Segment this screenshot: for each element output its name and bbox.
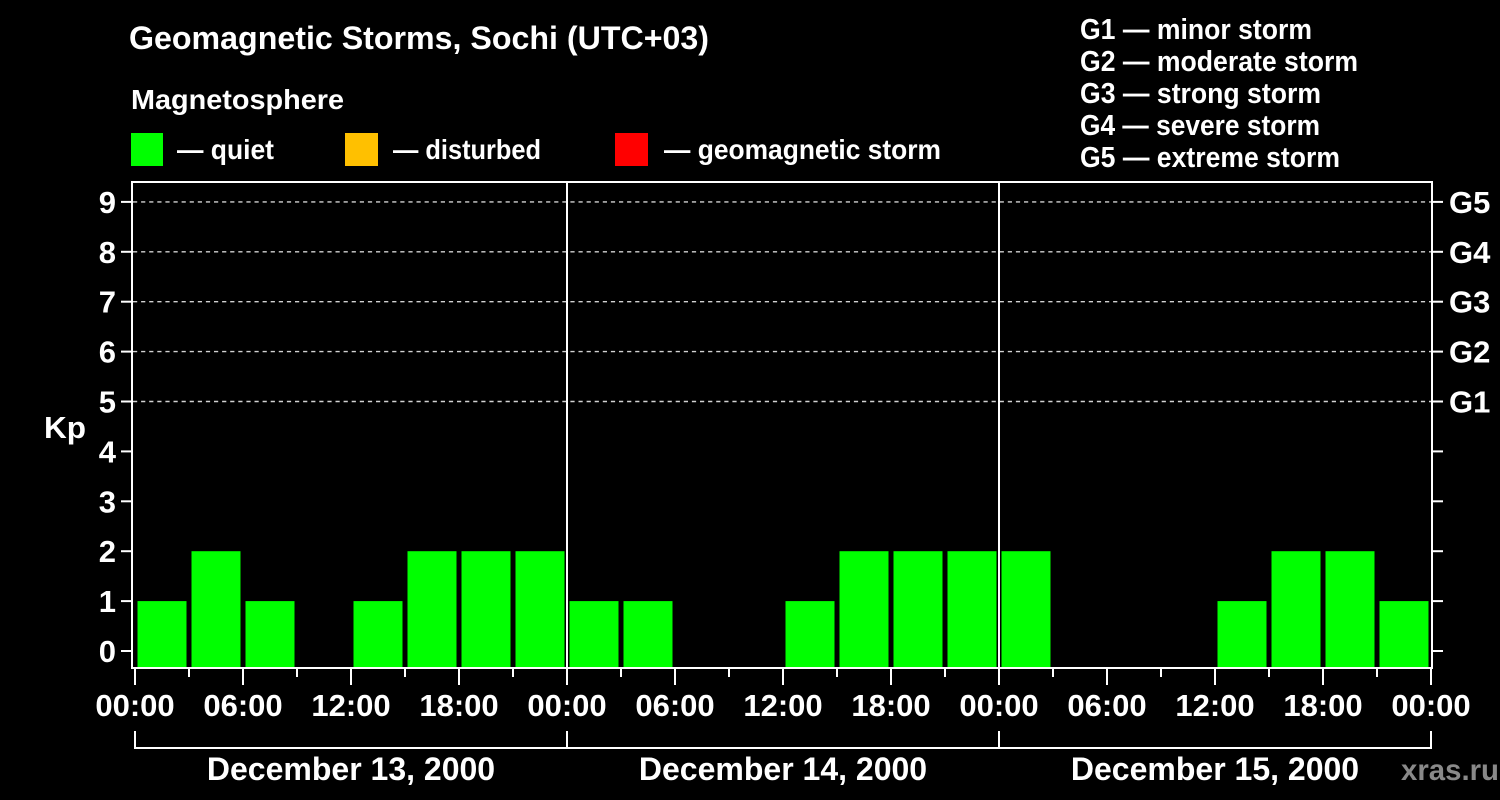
svg-text:G5: G5 [1449, 185, 1490, 220]
svg-text:7: 7 [99, 285, 116, 320]
svg-text:— geomagnetic storm: — geomagnetic storm [664, 134, 941, 165]
svg-text:2: 2 [99, 534, 116, 569]
svg-text:G2: G2 [1449, 335, 1490, 370]
svg-text:December 15, 2000: December 15, 2000 [1071, 751, 1359, 787]
svg-text:00:00: 00:00 [95, 688, 174, 723]
svg-text:G5 — extreme storm: G5 — extreme storm [1080, 142, 1340, 174]
svg-text:12:00: 12:00 [743, 688, 822, 723]
svg-text:December 13, 2000: December 13, 2000 [207, 751, 495, 787]
svg-text:18:00: 18:00 [851, 688, 930, 723]
svg-text:00:00: 00:00 [959, 688, 1038, 723]
svg-text:06:00: 06:00 [635, 688, 714, 723]
svg-text:xras.ru: xras.ru [1401, 754, 1499, 787]
svg-text:12:00: 12:00 [311, 688, 390, 723]
svg-text:G3: G3 [1449, 285, 1490, 320]
svg-text:— quiet: — quiet [177, 134, 274, 165]
svg-text:Kp: Kp [44, 410, 86, 445]
svg-text:6: 6 [99, 335, 116, 370]
svg-text:G1: G1 [1449, 385, 1490, 420]
svg-text:Geomagnetic Storms, Sochi (UTC: Geomagnetic Storms, Sochi (UTC+03) [129, 20, 709, 56]
svg-text:12:00: 12:00 [1175, 688, 1254, 723]
svg-text:G1 — minor storm: G1 — minor storm [1080, 14, 1312, 46]
svg-text:Magnetosphere: Magnetosphere [131, 84, 344, 115]
svg-text:3: 3 [99, 484, 116, 519]
svg-text:4: 4 [99, 434, 117, 469]
svg-text:December 14, 2000: December 14, 2000 [639, 751, 927, 787]
svg-text:18:00: 18:00 [419, 688, 498, 723]
svg-text:9: 9 [99, 185, 116, 220]
svg-text:G4 — severe storm: G4 — severe storm [1080, 110, 1320, 142]
svg-text:— disturbed: — disturbed [393, 134, 541, 165]
svg-text:00:00: 00:00 [1391, 688, 1470, 723]
svg-text:G2 — moderate storm: G2 — moderate storm [1080, 46, 1358, 78]
svg-text:00:00: 00:00 [527, 688, 606, 723]
svg-text:8: 8 [99, 235, 116, 270]
svg-text:06:00: 06:00 [203, 688, 282, 723]
svg-text:1: 1 [99, 584, 116, 619]
svg-text:G4: G4 [1449, 235, 1491, 270]
svg-text:G3 — strong storm: G3 — strong storm [1080, 78, 1321, 110]
svg-text:18:00: 18:00 [1283, 688, 1362, 723]
svg-text:06:00: 06:00 [1067, 688, 1146, 723]
svg-text:0: 0 [99, 634, 116, 669]
svg-text:5: 5 [99, 385, 116, 420]
